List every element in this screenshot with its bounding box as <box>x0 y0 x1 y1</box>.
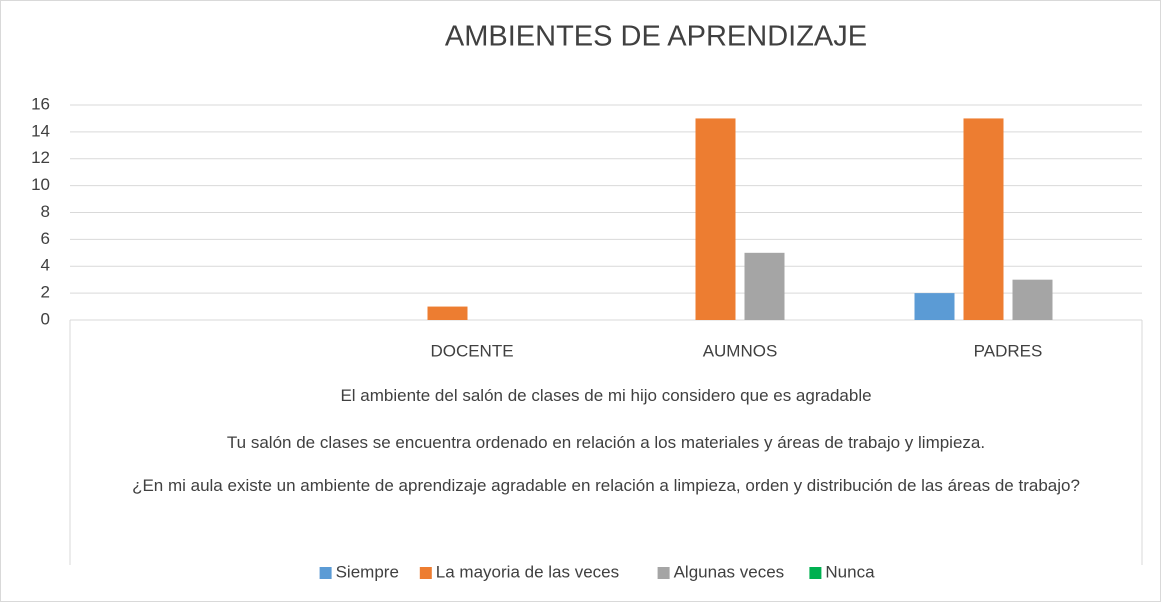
legend-swatch <box>419 567 432 579</box>
x-tick-label: PADRES <box>974 341 1043 360</box>
y-tick-label: 4 <box>41 256 50 275</box>
y-tick-label: 8 <box>41 202 50 221</box>
bar <box>963 118 1004 320</box>
x-tick-label: DOCENTE <box>430 341 513 360</box>
y-tick-label: 12 <box>31 148 50 167</box>
legend-label: Algunas veces <box>674 562 785 581</box>
category-group-label: El ambiente del salón de clases de mi hi… <box>340 386 872 405</box>
y-tick-label: 6 <box>41 229 50 248</box>
bar <box>695 118 736 320</box>
y-tick-label: 16 <box>31 94 50 113</box>
legend-label: La mayoria de las veces <box>436 562 619 581</box>
bar <box>914 293 955 320</box>
bar <box>427 306 468 320</box>
legend-label: Siempre <box>336 562 399 581</box>
category-group-label: Tu salón de clases se encuentra ordenado… <box>226 433 986 452</box>
legend-swatch <box>319 567 332 579</box>
bar <box>744 252 785 320</box>
legend-swatch <box>809 567 822 579</box>
x-tick-label: AUMNOS <box>703 341 778 360</box>
bar <box>1012 279 1053 320</box>
category-group-label: ¿En mi aula existe un ambiente de aprend… <box>132 476 1080 495</box>
y-tick-label: 2 <box>41 283 50 302</box>
y-tick-label: 14 <box>31 121 50 140</box>
y-tick-label: 10 <box>31 175 50 194</box>
legend-label: Nunca <box>825 562 875 581</box>
chart-title: AMBIENTES DE APRENDIZAJE <box>445 21 867 53</box>
y-tick-label: 0 <box>41 309 50 328</box>
legend-swatch <box>657 567 670 579</box>
